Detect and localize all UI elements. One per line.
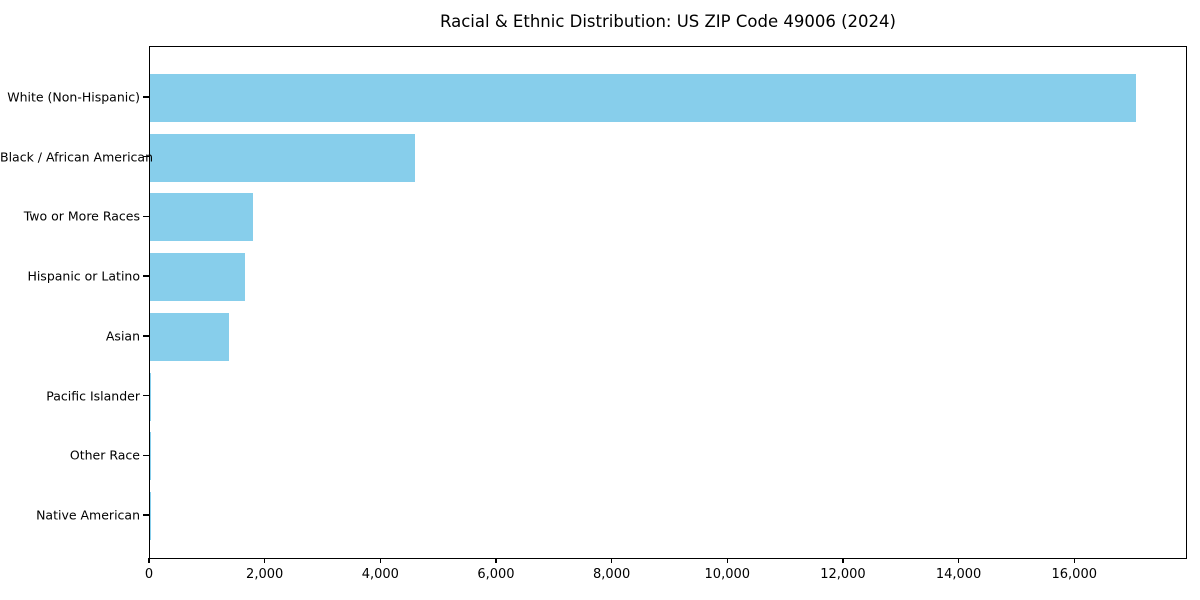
x-axis-label: 16,000 — [1051, 567, 1098, 582]
y-axis-label: Black / African American — [0, 149, 154, 165]
bar-other-race — [150, 432, 151, 481]
x-tick — [957, 558, 960, 563]
x-axis-label: 2,000 — [246, 567, 284, 582]
y-axis-label: Hispanic or Latino — [27, 268, 140, 284]
y-tick — [143, 156, 149, 158]
bar-pacific-islander — [150, 372, 152, 421]
x-tick — [148, 558, 150, 563]
x-tick — [842, 558, 844, 563]
y-tick — [143, 394, 149, 397]
x-tick — [610, 558, 613, 563]
chart-title: Racial & Ethnic Distribution: US ZIP Cod… — [440, 12, 896, 31]
x-tick — [726, 558, 728, 563]
y-axis-label: Other Race — [69, 447, 140, 463]
plot-area — [149, 46, 1187, 559]
y-axis-label: White (Non-Hispanic) — [7, 89, 140, 105]
x-axis-label: 10,000 — [704, 567, 751, 582]
x-axis-label: 12,000 — [820, 567, 866, 582]
bar-two-or-more-races — [150, 193, 253, 242]
bar-white-non-hispanic — [150, 74, 1136, 122]
y-tick — [143, 215, 149, 218]
x-tick — [263, 558, 266, 563]
x-axis-label: 4,000 — [361, 567, 399, 582]
y-tick — [143, 96, 149, 98]
y-axis-label: Two or More Races — [23, 208, 140, 224]
x-axis-label: 14,000 — [935, 567, 982, 582]
y-axis-label: Asian — [105, 328, 140, 344]
bar-asian — [150, 312, 229, 361]
y-tick — [143, 514, 149, 516]
x-tick — [1073, 558, 1075, 563]
y-tick — [143, 454, 149, 456]
x-axis-label: 6,000 — [477, 567, 515, 582]
y-tick — [143, 335, 149, 337]
x-axis-label: 8,000 — [593, 567, 631, 582]
x-tick — [379, 558, 381, 563]
bar-black-african-american — [150, 133, 416, 182]
x-axis-label: 0 — [144, 567, 154, 582]
x-tick — [495, 558, 497, 563]
y-tick — [143, 275, 149, 277]
bar-native-american — [150, 491, 151, 540]
bar-hispanic-or-latino — [150, 253, 245, 302]
y-axis-label: Pacific Islander — [46, 388, 140, 404]
y-axis-label: Native American — [36, 507, 140, 523]
